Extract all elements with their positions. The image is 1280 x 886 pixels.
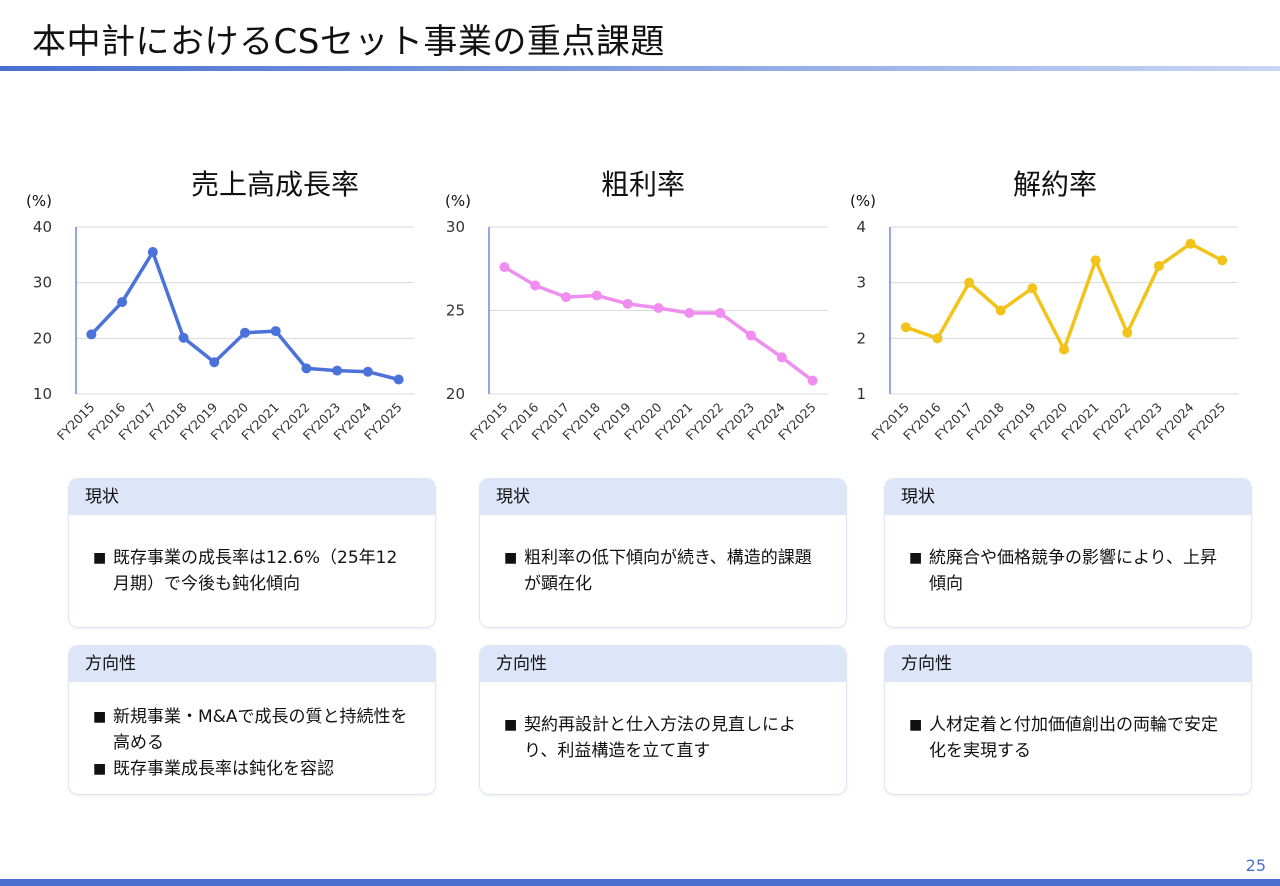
data-point (715, 308, 726, 319)
data-point (684, 308, 695, 319)
direction-card-churn: 方向性 ■ 人材定着と付加価値創出の両輪で安定化を実現する (884, 645, 1252, 795)
status-card-header: 現状 (480, 479, 846, 515)
bullet-text: 既存事業成長率は鈍化を容認 (113, 759, 334, 779)
list-item: ■ 粗利率の低下傾向が続き、構造的課題が顕在化 (504, 545, 822, 597)
data-point (622, 298, 633, 309)
title-underline (0, 66, 1280, 71)
data-point (240, 327, 250, 338)
data-point (1153, 260, 1164, 271)
data-point (1027, 283, 1038, 294)
bullet-text: 統廃合や価格競争の影響により、上昇傾向 (929, 548, 1217, 594)
data-point (932, 333, 943, 344)
series-line-churn-rate (904, 241, 1224, 352)
data-point (270, 326, 281, 337)
bullet-text: 人材定着と付加価値創出の両輪で安定化を実現する (929, 715, 1218, 761)
chart-title-sales-growth: 売上高成長率 (190, 168, 359, 201)
data-point (301, 363, 312, 374)
bullet-mark: ■ (504, 717, 518, 733)
page-number: 25 (1245, 856, 1266, 875)
bullet-text: 既存事業の成長率は12.6%（25年12月期）で今後も鈍化傾向 (113, 548, 398, 594)
bullet-mark: ■ (93, 550, 107, 566)
data-point (499, 262, 510, 273)
data-point (591, 290, 602, 301)
direction-card-header: 方向性 (885, 646, 1251, 682)
bullet-mark: ■ (93, 709, 107, 725)
bullet-mark: ■ (504, 550, 518, 566)
status-card-margin: 現状 ■ 粗利率の低下傾向が続き、構造的課題が顕在化 (479, 478, 847, 628)
status-card-sales: 現状 ■ 既存事業の成長率は12.6%（25年12月期）で今後も鈍化傾向 (68, 478, 436, 628)
list-item: ■ 統廃合や価格競争の影響により、上昇傾向 (909, 545, 1227, 597)
data-point (964, 277, 975, 288)
list-item: ■ 契約再設計と仕入方法の見直しにより、利益構造を立て直す (504, 712, 822, 764)
direction-card-sales: 方向性 ■ 新規事業・M&Aで成長の質と持続性を高める ■ 既存事業成長率は鈍化… (68, 645, 436, 795)
chart-title-churn-rate: 解約率 (1012, 168, 1097, 201)
y-tick-label: 25 (446, 302, 465, 320)
bullet-text: 契約再設計と仕入方法の見直しにより、利益構造を立て直す (524, 715, 796, 761)
chart-title-gross-margin: 粗利率 (600, 168, 685, 201)
direction-card-margin: 方向性 ■ 契約再設計と仕入方法の見直しにより、利益構造を立て直す (479, 645, 847, 795)
status-card-header: 現状 (885, 479, 1251, 515)
data-point (745, 330, 756, 341)
list-item: ■ 既存事業の成長率は12.6%（25年12月期）で今後も鈍化傾向 (93, 545, 411, 597)
bullet-mark: ■ (93, 761, 107, 777)
y-tick-label: 4 (856, 218, 866, 236)
data-point (147, 247, 158, 258)
status-card-header: 現状 (69, 479, 435, 515)
data-point (530, 280, 541, 291)
y-tick-label: 3 (856, 274, 866, 292)
list-item: ■ 人材定着と付加価値創出の両輪で安定化を実現する (909, 712, 1227, 764)
data-point (178, 332, 189, 343)
direction-card-header: 方向性 (480, 646, 846, 682)
bullet-mark: ■ (909, 717, 923, 733)
y-tick-label: 30 (446, 218, 465, 236)
data-point (561, 292, 572, 303)
status-card-churn: 現状 ■ 統廃合や価格競争の影響により、上昇傾向 (884, 478, 1252, 628)
y-tick-label: 20 (33, 329, 52, 347)
data-point (209, 357, 220, 368)
data-point (86, 329, 97, 340)
data-point (362, 366, 373, 377)
y-tick-label: 10 (33, 385, 52, 403)
data-point (117, 297, 128, 308)
series-line-sales-growth (89, 250, 401, 382)
data-point (653, 302, 664, 313)
data-point (900, 322, 911, 333)
y-tick-label: 40 (33, 218, 52, 236)
list-item: ■ 新規事業・M&Aで成長の質と持続性を高める (93, 704, 411, 756)
bullet-mark: ■ (909, 550, 923, 566)
footer-bar (0, 879, 1280, 886)
y-unit-label-margin: (%) (445, 192, 471, 210)
y-tick-label: 2 (856, 329, 866, 347)
y-unit-label-churn: (%) (850, 192, 876, 210)
data-point (995, 305, 1006, 316)
list-item: ■ 既存事業成長率は鈍化を容認 (93, 756, 411, 782)
data-point (776, 352, 787, 363)
data-point (332, 365, 343, 376)
data-point (1122, 327, 1133, 338)
direction-card-header: 方向性 (69, 646, 435, 682)
y-tick-label: 30 (33, 274, 52, 292)
series-line-gross-margin (502, 265, 815, 383)
bullet-text: 新規事業・M&Aで成長の質と持続性を高める (113, 707, 408, 753)
bullet-text: 粗利率の低下傾向が続き、構造的課題が顕在化 (524, 548, 812, 594)
data-point (393, 374, 404, 385)
data-point (1090, 255, 1101, 266)
page-title: 本中計におけるCSセット事業の重点課題 (32, 22, 665, 62)
data-point (1059, 344, 1069, 355)
y-tick-label: 20 (446, 385, 465, 403)
data-point (1185, 238, 1196, 249)
data-point (1217, 255, 1228, 266)
y-tick-label: 1 (856, 385, 866, 403)
y-unit-label-sales: (%) (26, 192, 52, 210)
data-point (807, 375, 818, 386)
